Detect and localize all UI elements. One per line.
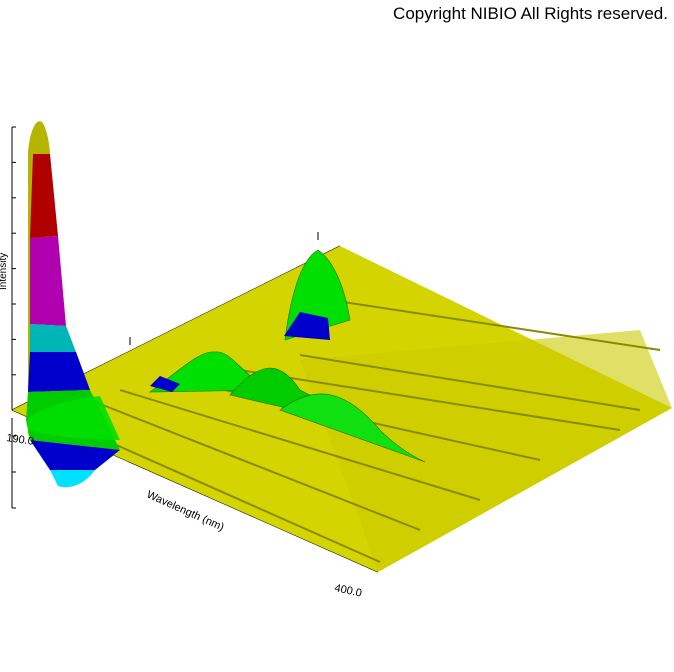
floor-surface-right xyxy=(300,330,672,572)
copyright-notice: Copyright NIBIO All Rights reserved. xyxy=(393,4,668,23)
surface-stripe xyxy=(119,389,481,501)
main-peak-band xyxy=(28,352,90,392)
back-axis-ticks xyxy=(129,232,319,345)
surface-stripe xyxy=(239,369,621,431)
minor-peaks xyxy=(149,249,426,463)
surface-stripe xyxy=(329,299,661,351)
minor-peak-band xyxy=(150,376,180,392)
main-peak-band xyxy=(30,154,58,238)
main-peak-band xyxy=(30,236,66,326)
xtick-190: 190.0 xyxy=(6,432,35,448)
main-peak-base xyxy=(28,396,120,440)
surface-stripes xyxy=(59,299,661,563)
intensity-ticks xyxy=(12,126,16,509)
surface-stripe xyxy=(89,399,421,531)
main-peak-band xyxy=(50,470,95,488)
minor-peak-band xyxy=(284,312,330,340)
main-peak-band xyxy=(30,324,76,352)
main-peak xyxy=(26,121,120,488)
minor-peak xyxy=(279,393,426,463)
surface-stripe xyxy=(299,354,641,411)
main-peak-band xyxy=(30,440,120,477)
xtick-400: 400.0 xyxy=(333,582,362,599)
z-axis-label: Intensity xyxy=(0,253,9,290)
